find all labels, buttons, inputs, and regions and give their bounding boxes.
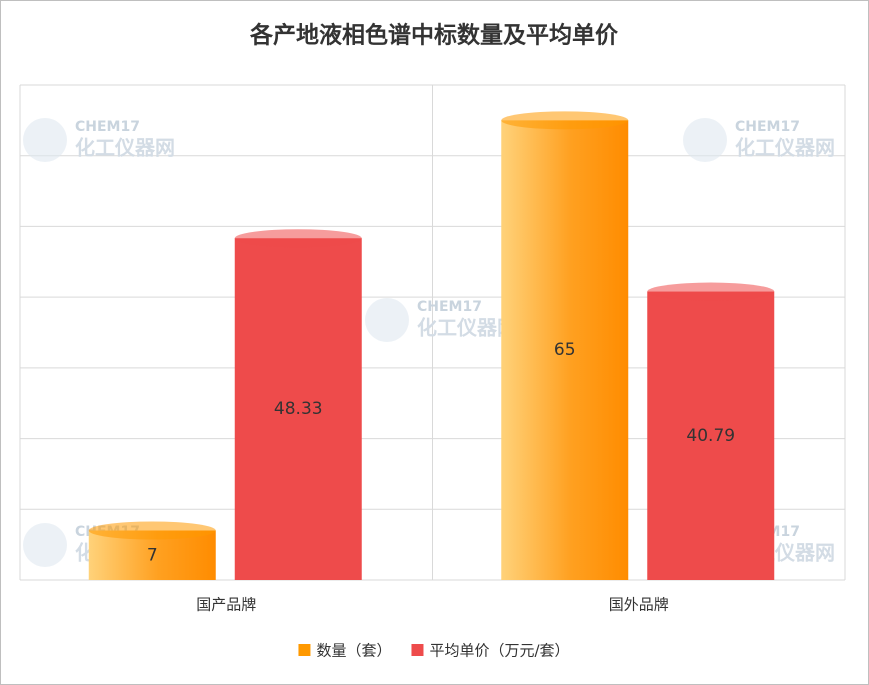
bar-top xyxy=(234,229,362,248)
watermark-brand: CHEM17 xyxy=(417,299,482,315)
value-label: 48.33 xyxy=(274,399,323,419)
watermark-brand: CHEM17 xyxy=(75,119,140,135)
watermark-logo xyxy=(23,523,67,567)
legend-swatch xyxy=(411,644,424,656)
legend-label: 平均单价（万元/套） xyxy=(429,642,569,660)
watermark-logo xyxy=(365,298,409,342)
x-tick-label: 国外品牌 xyxy=(609,596,669,614)
watermark-brand: CHEM17 xyxy=(735,119,800,135)
watermark-name: 化工仪器网 xyxy=(417,316,517,340)
watermark-logo xyxy=(23,118,67,162)
watermark-name: 化工仪器网 xyxy=(75,136,175,160)
x-tick-label: 国产品牌 xyxy=(196,596,256,614)
bar xyxy=(501,120,629,580)
watermark-name: 化工仪器网 xyxy=(735,136,835,160)
bar-top xyxy=(88,521,216,540)
legend-label: 数量（套） xyxy=(316,642,391,660)
value-label: 65 xyxy=(554,340,576,360)
chart-title: 各产地液相色谱中标数量及平均单价 xyxy=(249,22,619,49)
value-label: 40.79 xyxy=(686,426,735,446)
value-label: 7 xyxy=(147,545,158,565)
watermark-logo xyxy=(683,118,727,162)
legend-swatch xyxy=(298,644,311,656)
bar xyxy=(234,238,362,580)
bar-top xyxy=(501,111,629,130)
bar xyxy=(647,291,775,580)
bar-top xyxy=(647,282,775,301)
